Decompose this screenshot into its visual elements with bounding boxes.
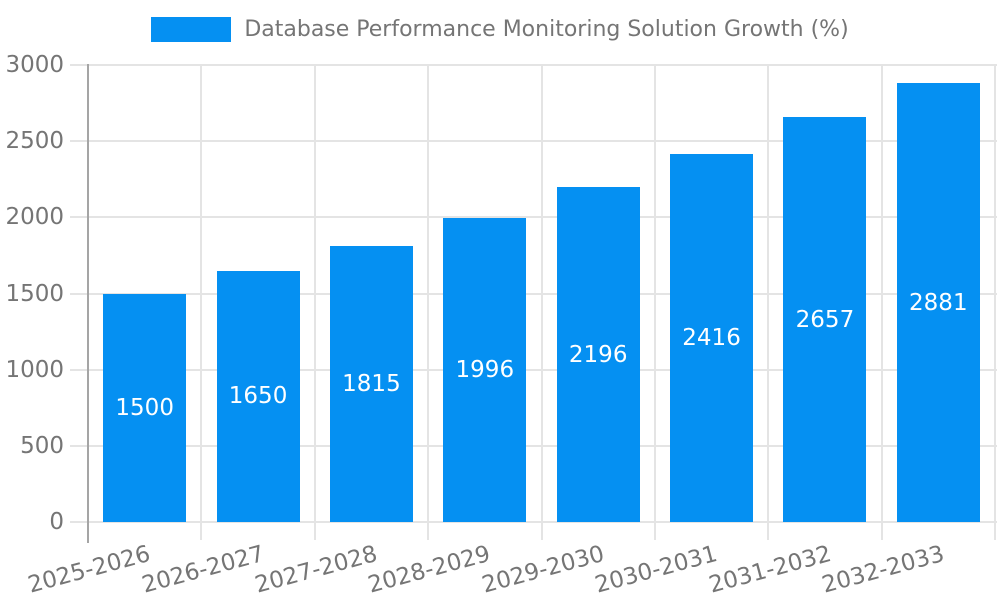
legend-swatch [151, 17, 232, 42]
y-gridline [70, 216, 997, 219]
x-tick-label: 2027-2028 [252, 541, 381, 599]
x-tick-label: 2029-2030 [479, 541, 607, 599]
bar[interactable] [670, 153, 754, 522]
bar-value-label: 2196 [568, 341, 628, 368]
y-axis-line [87, 64, 89, 543]
legend[interactable]: Database Performance Monitoring Solution… [0, 17, 1000, 42]
y-tick-label: 2000 [5, 204, 64, 231]
x-gridline [653, 65, 656, 540]
bar-value-label: 1500 [115, 394, 174, 421]
bar[interactable] [329, 245, 413, 522]
x-tick-label: 2028-2029 [365, 541, 494, 599]
bar-value-label: 1996 [455, 356, 515, 383]
x-gridline [540, 65, 543, 540]
bar-value-label: 2881 [909, 289, 968, 316]
y-tick-label: 1000 [5, 356, 64, 383]
y-gridline [70, 292, 997, 295]
y-gridline [70, 444, 997, 447]
bar[interactable] [443, 217, 527, 522]
y-tick-label: 500 [20, 432, 64, 459]
x-tick-label: 2025-2026 [25, 541, 154, 599]
x-tick-label: 2032-2033 [819, 541, 948, 599]
bar[interactable] [896, 83, 980, 522]
y-gridline [70, 368, 997, 371]
bar-value-label: 1815 [342, 370, 401, 397]
chart-title: Database Performance Monitoring Solution… [244, 17, 849, 42]
x-gridline [994, 65, 996, 540]
x-tick-label: 2031-2032 [705, 541, 834, 599]
x-gridline [200, 65, 203, 540]
y-gridline [70, 521, 997, 523]
x-gridline [880, 65, 883, 540]
x-gridline [427, 65, 430, 540]
y-tick-label: 1500 [5, 280, 64, 307]
bar-value-label: 2657 [795, 306, 855, 333]
y-gridline [70, 64, 997, 66]
bar-value-label: 2416 [682, 324, 741, 351]
y-tick-label: 3000 [5, 52, 64, 78]
x-tick-label: 2026-2027 [138, 541, 267, 599]
x-gridline [313, 65, 316, 540]
bar[interactable] [556, 187, 640, 522]
y-gridline [70, 140, 997, 143]
bar[interactable] [216, 270, 300, 522]
y-tick-label: 2500 [5, 128, 64, 155]
x-gridline [767, 65, 770, 540]
y-tick-label: 0 [49, 509, 64, 535]
bar-value-label: 1650 [228, 383, 288, 410]
x-tick-label: 2030-2031 [592, 541, 721, 599]
bar[interactable] [103, 293, 187, 522]
bar[interactable] [783, 117, 867, 522]
